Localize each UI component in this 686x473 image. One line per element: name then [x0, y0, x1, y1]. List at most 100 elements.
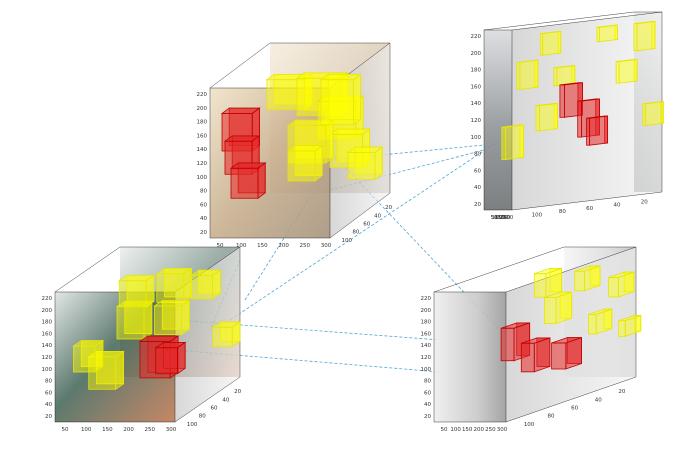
z-tick-label: 100	[187, 422, 198, 428]
y-tick-label: 60	[474, 168, 481, 174]
y-tick-label: 220	[471, 34, 482, 40]
box-edge	[511, 191, 663, 211]
y-tick-label: 160	[197, 133, 208, 139]
y-tick-label: 20	[200, 230, 207, 236]
y-tick-label: 160	[471, 84, 482, 90]
highlight-box	[153, 299, 191, 336]
highlight-box	[642, 101, 664, 126]
highlight-box	[295, 72, 349, 117]
y-tick-label: 200	[42, 308, 53, 314]
z-tick-label: 60	[211, 406, 218, 412]
y-tick-label: 180	[197, 120, 208, 126]
x-tick-label: 300	[321, 243, 332, 249]
salient-box	[229, 162, 267, 200]
z-tick-label: 60	[571, 406, 578, 412]
x-tick-label: 100	[236, 243, 247, 249]
y-tick-label: 140	[42, 343, 53, 349]
highlight-box	[618, 314, 642, 337]
y-tick-label: 80	[200, 189, 207, 195]
y-tick-label: 80	[474, 152, 481, 158]
highlight-box	[211, 321, 242, 348]
box-edge	[483, 29, 513, 211]
y-tick-label: 180	[421, 320, 432, 326]
x-tick-label: 250	[485, 427, 496, 433]
z-tick-label: 60	[586, 206, 593, 212]
salient-box	[551, 337, 582, 370]
y-tick-label: 120	[42, 355, 53, 361]
box-edge	[54, 246, 121, 293]
salient-box	[586, 115, 609, 146]
y-tick-label: 60	[424, 390, 431, 396]
y-tick-label: 120	[421, 355, 432, 361]
box-edge	[483, 11, 635, 31]
x-tick-label: 250	[500, 215, 511, 221]
y-tick-label: 200	[197, 106, 208, 112]
x-tick-label: 250	[300, 243, 311, 249]
panel-p2: 2202001801601401201008060402050100150200…	[471, 11, 664, 221]
box-edge	[511, 11, 663, 31]
highlight-box	[516, 59, 539, 90]
x-tick-label: 150	[462, 427, 473, 433]
highlight-box	[553, 65, 576, 87]
y-tick-label: 100	[42, 367, 53, 373]
y-tick-label: 60	[45, 390, 52, 396]
z-tick-label: 80	[199, 414, 206, 420]
highlight-box	[72, 339, 105, 373]
connector-line	[174, 319, 441, 341]
x-tick-label: 50	[217, 243, 224, 249]
z-tick-label: 60	[363, 222, 370, 228]
side-slice	[506, 247, 636, 422]
salient-box	[520, 337, 551, 373]
z-tick-label: 20	[385, 205, 392, 211]
box-edge	[433, 246, 565, 293]
z-tick-label: 20	[641, 199, 648, 205]
front-slice	[484, 30, 512, 210]
highlight-box	[286, 144, 324, 182]
y-tick-label: 140	[421, 343, 432, 349]
x-tick-label: 150	[102, 427, 113, 433]
front-slice	[434, 292, 506, 422]
box-edge	[174, 376, 241, 423]
box-edge	[505, 376, 637, 423]
highlight-box	[115, 300, 154, 340]
highlight-box	[117, 274, 156, 308]
x-tick-label: 300	[497, 427, 508, 433]
highlight-box	[155, 267, 193, 304]
x-tick-label: 50	[491, 215, 498, 221]
x-tick-label: 300	[503, 215, 514, 221]
y-tick-label: 100	[471, 135, 482, 141]
y-tick-label: 160	[421, 331, 432, 337]
y-tick-label: 120	[471, 118, 482, 124]
y-tick-label: 100	[421, 367, 432, 373]
y-tick-label: 220	[197, 92, 208, 98]
y-tick-label: 140	[197, 147, 208, 153]
highlight-box	[633, 21, 656, 52]
z-tick-label: 100	[524, 422, 535, 428]
z-tick-label: 100	[341, 238, 352, 244]
x-tick-label: 200	[474, 427, 485, 433]
z-tick-label: 80	[352, 230, 359, 236]
y-tick-label: 60	[200, 202, 207, 208]
x-tick-label: 150	[494, 215, 505, 221]
connector-line	[174, 349, 441, 373]
x-tick-label: 200	[123, 427, 134, 433]
y-tick-label: 180	[471, 68, 482, 74]
box-edge	[209, 42, 271, 89]
box-edge	[329, 192, 391, 239]
z-tick-label: 40	[222, 397, 229, 403]
highlight-box	[574, 265, 601, 292]
highlight-box	[588, 308, 613, 335]
y-tick-label: 220	[42, 296, 53, 302]
x-tick-label: 150	[257, 243, 268, 249]
highlight-box	[346, 146, 384, 181]
highlight-box	[539, 30, 562, 56]
highlight-box	[544, 291, 573, 325]
y-tick-label: 40	[45, 402, 52, 408]
z-tick-label: 20	[234, 389, 241, 395]
y-tick-label: 100	[197, 175, 208, 181]
y-tick-label: 20	[45, 414, 52, 420]
highlight-box	[286, 119, 335, 164]
y-tick-label: 140	[471, 101, 482, 107]
